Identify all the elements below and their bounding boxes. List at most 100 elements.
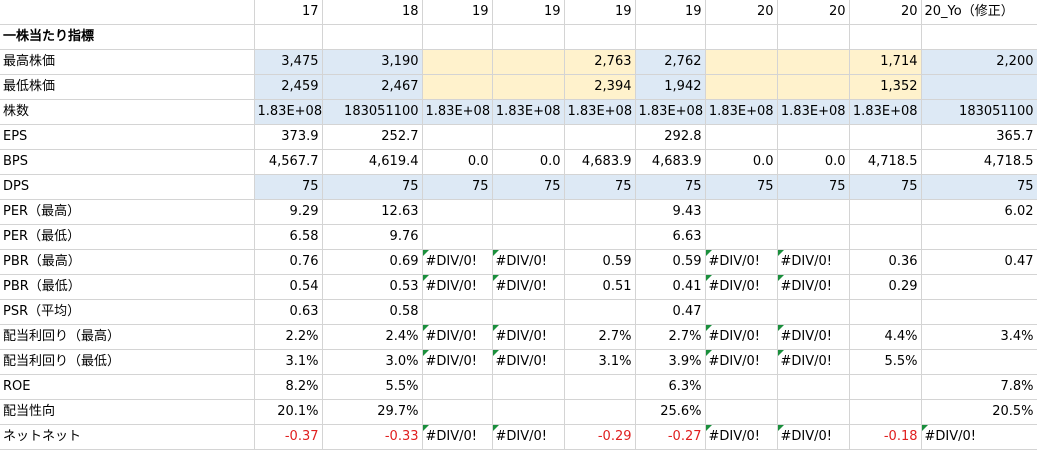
header-cell[interactable]: 20 [849, 0, 922, 25]
header-cell[interactable]: 19 [564, 0, 636, 25]
value-cell[interactable]: 0.59 [635, 249, 706, 275]
value-cell[interactable] [777, 124, 850, 150]
value-cell[interactable] [921, 274, 1037, 300]
value-cell[interactable]: 4,718.5 [849, 149, 922, 175]
value-cell[interactable]: 0.58 [322, 299, 423, 325]
value-cell[interactable] [322, 24, 423, 50]
header-cell[interactable]: 20 [705, 0, 778, 25]
value-cell[interactable] [777, 299, 850, 325]
value-cell[interactable] [422, 224, 493, 250]
value-cell[interactable] [422, 199, 493, 225]
value-cell[interactable]: 2,459 [254, 74, 323, 100]
value-cell[interactable] [849, 399, 922, 425]
value-cell[interactable]: 1.83E+08 [635, 99, 706, 125]
header-cell[interactable]: 17 [254, 0, 323, 25]
value-cell[interactable]: 252.7 [322, 124, 423, 150]
value-cell[interactable]: #DIV/0! [422, 424, 493, 450]
row-label-cell[interactable]: PER（最低） [0, 224, 255, 250]
value-cell[interactable]: 0.51 [564, 274, 636, 300]
value-cell[interactable]: 0.63 [254, 299, 323, 325]
header-cell[interactable]: 19 [492, 0, 565, 25]
row-label-cell[interactable]: ROE [0, 374, 255, 400]
value-cell[interactable]: -0.27 [635, 424, 706, 450]
value-cell[interactable]: 6.02 [921, 199, 1037, 225]
value-cell[interactable]: 3.9% [635, 349, 706, 375]
value-cell[interactable]: 2,394 [564, 74, 636, 100]
value-cell[interactable]: 9.43 [635, 199, 706, 225]
value-cell[interactable]: 365.7 [921, 124, 1037, 150]
value-cell[interactable] [422, 74, 493, 100]
value-cell[interactable]: 3.1% [564, 349, 636, 375]
value-cell[interactable]: 0.29 [849, 274, 922, 300]
value-cell[interactable] [705, 399, 778, 425]
value-cell[interactable]: 2.4% [322, 324, 423, 350]
value-cell[interactable]: 1,352 [849, 74, 922, 100]
value-cell[interactable]: 183051100 [322, 99, 423, 125]
value-cell[interactable]: 25.6% [635, 399, 706, 425]
value-cell[interactable]: #DIV/0! [492, 349, 565, 375]
value-cell[interactable] [921, 224, 1037, 250]
value-cell[interactable]: -0.18 [849, 424, 922, 450]
value-cell[interactable]: #DIV/0! [492, 249, 565, 275]
value-cell[interactable]: 4,718.5 [921, 149, 1037, 175]
value-cell[interactable]: 3.4% [921, 324, 1037, 350]
value-cell[interactable] [564, 124, 636, 150]
value-cell[interactable]: 75 [422, 174, 493, 200]
value-cell[interactable] [492, 124, 565, 150]
value-cell[interactable]: 1.83E+08 [705, 99, 778, 125]
value-cell[interactable]: 3,190 [322, 49, 423, 75]
value-cell[interactable] [849, 224, 922, 250]
row-label-cell[interactable]: 配当利回り（最高） [0, 324, 255, 350]
value-cell[interactable]: 0.41 [635, 274, 706, 300]
value-cell[interactable]: 0.0 [705, 149, 778, 175]
value-cell[interactable] [705, 299, 778, 325]
value-cell[interactable]: 183051100 [921, 99, 1037, 125]
value-cell[interactable]: 1.83E+08 [422, 99, 493, 125]
value-cell[interactable] [849, 124, 922, 150]
value-cell[interactable]: 75 [635, 174, 706, 200]
value-cell[interactable]: 20.5% [921, 399, 1037, 425]
value-cell[interactable] [777, 74, 850, 100]
value-cell[interactable]: 4,683.9 [564, 149, 636, 175]
header-cell[interactable]: 20_Yo（修正） [921, 0, 1037, 25]
value-cell[interactable] [564, 299, 636, 325]
value-cell[interactable]: 3.1% [254, 349, 323, 375]
value-cell[interactable] [777, 199, 850, 225]
value-cell[interactable] [635, 24, 706, 50]
value-cell[interactable]: 6.58 [254, 224, 323, 250]
value-cell[interactable]: 1,714 [849, 49, 922, 75]
value-cell[interactable]: 2,762 [635, 49, 706, 75]
value-cell[interactable]: 75 [322, 174, 423, 200]
value-cell[interactable] [705, 199, 778, 225]
value-cell[interactable]: 75 [492, 174, 565, 200]
value-cell[interactable]: 5.5% [849, 349, 922, 375]
value-cell[interactable] [422, 374, 493, 400]
value-cell[interactable]: 0.0 [492, 149, 565, 175]
value-cell[interactable]: 75 [564, 174, 636, 200]
value-cell[interactable]: 1.83E+08 [849, 99, 922, 125]
value-cell[interactable]: 5.5% [322, 374, 423, 400]
value-cell[interactable]: 1.83E+08 [254, 99, 323, 125]
value-cell[interactable] [849, 299, 922, 325]
value-cell[interactable] [777, 49, 850, 75]
value-cell[interactable]: -0.29 [564, 424, 636, 450]
value-cell[interactable]: #DIV/0! [422, 324, 493, 350]
value-cell[interactable] [777, 24, 850, 50]
value-cell[interactable]: #DIV/0! [422, 274, 493, 300]
value-cell[interactable] [564, 24, 636, 50]
value-cell[interactable]: 0.54 [254, 274, 323, 300]
value-cell[interactable]: 0.69 [322, 249, 423, 275]
value-cell[interactable]: #DIV/0! [422, 349, 493, 375]
value-cell[interactable] [705, 74, 778, 100]
value-cell[interactable] [777, 399, 850, 425]
value-cell[interactable]: 75 [921, 174, 1037, 200]
value-cell[interactable] [849, 374, 922, 400]
value-cell[interactable]: 4,567.7 [254, 149, 323, 175]
value-cell[interactable] [492, 199, 565, 225]
row-label-cell[interactable]: PBR（最低） [0, 274, 255, 300]
row-label-cell[interactable]: EPS [0, 124, 255, 150]
value-cell[interactable] [492, 24, 565, 50]
value-cell[interactable]: #DIV/0! [777, 249, 850, 275]
value-cell[interactable] [921, 74, 1037, 100]
value-cell[interactable]: #DIV/0! [705, 274, 778, 300]
